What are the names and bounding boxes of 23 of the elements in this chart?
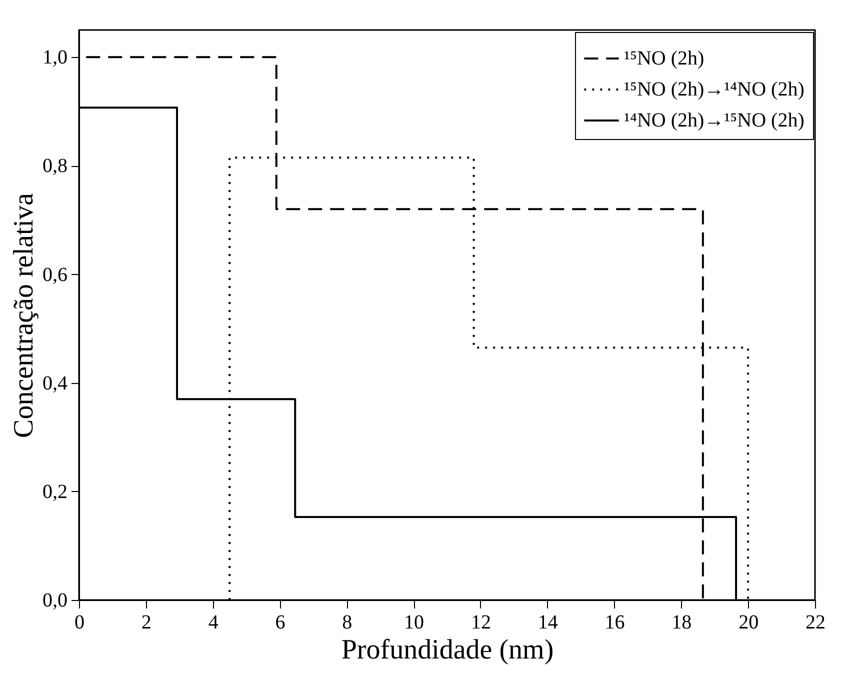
y-tick-label: 0,6: [42, 264, 68, 286]
x-tick-label: 10: [404, 612, 424, 634]
legend-label: ¹⁴NO (2h)→¹⁵NO (2h): [624, 110, 804, 132]
x-axis-title: Profundidade (nm): [341, 634, 554, 666]
y-tick-label: 0,2: [42, 480, 68, 503]
x-tick-label: 6: [275, 612, 286, 634]
x-tick-label: 4: [208, 612, 218, 634]
legend-label: ¹⁵NO (2h)→¹⁴NO (2h): [624, 78, 804, 100]
y-tick-label: 0,8: [42, 155, 68, 178]
x-tick-label: 22: [806, 612, 826, 634]
x-tick-label: 8: [342, 612, 352, 634]
y-tick-label: 1,0: [42, 46, 68, 69]
x-tick-label: 0: [74, 612, 84, 634]
y-axis-title: Concentração relativa: [8, 192, 40, 438]
y-tick-label: 0,4: [42, 372, 68, 394]
x-tick-label: 14: [538, 612, 558, 634]
legend-label: ¹⁵NO (2h): [624, 48, 704, 70]
x-tick-label: 2: [141, 612, 152, 634]
x-tick-label: 16: [604, 612, 625, 634]
x-tick-label: 12: [470, 612, 491, 634]
y-tick-label: 0,0: [42, 590, 68, 612]
x-tick-label: 20: [738, 612, 759, 634]
x-tick-label: 18: [672, 612, 692, 634]
